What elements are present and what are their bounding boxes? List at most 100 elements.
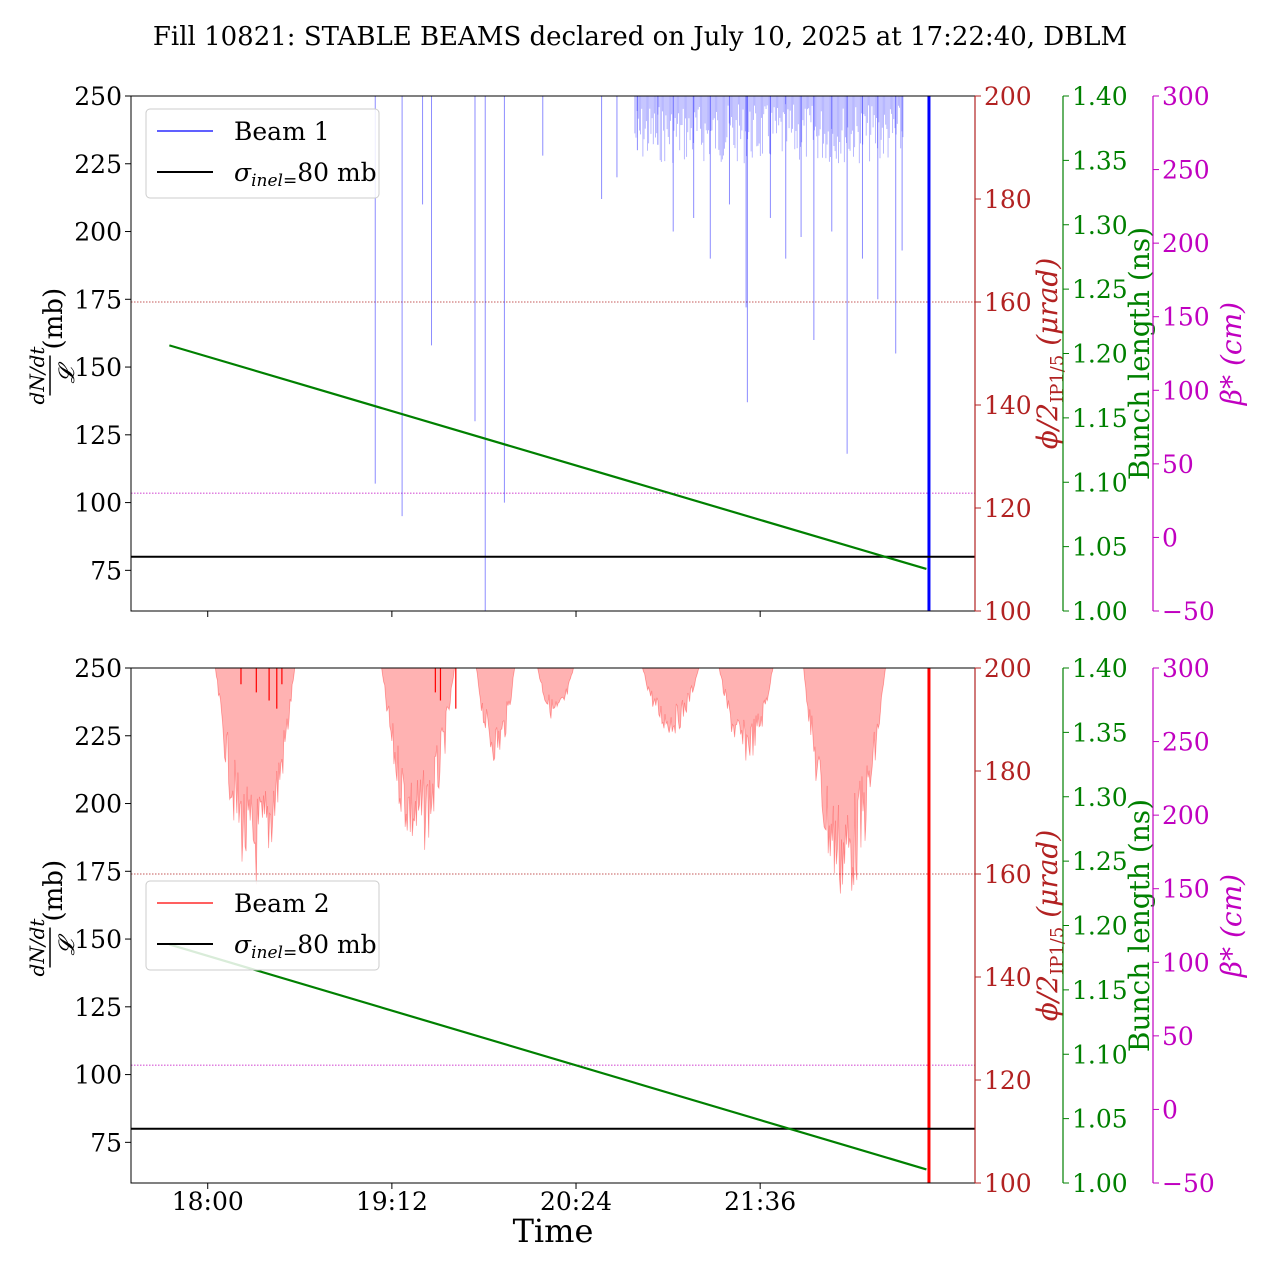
right-axis-tick-label: 1.40 (1072, 654, 1128, 683)
beam2-loss-band (381, 668, 455, 850)
right-axis-label-text: β* (cm) (1215, 874, 1248, 978)
plot-area (131, 96, 975, 611)
right-axis-tick-label: 1.00 (1072, 1169, 1128, 1198)
y-tick-label: 250 (74, 654, 122, 683)
right-axis-tick-label: 180 (984, 757, 1032, 786)
right-axis-tick-label: 180 (984, 185, 1032, 214)
right-axis-tick-label: 250 (1162, 728, 1210, 757)
legend-label-sigma: σinel=80 mb (234, 158, 377, 191)
right-axis-tick-label: 100 (1162, 376, 1210, 405)
right-axis-tick-label: 50 (1162, 1022, 1194, 1051)
beam2-loss-band (642, 668, 700, 734)
right-axis-tick-label: 1.20 (1072, 912, 1128, 941)
right-axis-tick-label: 100 (984, 597, 1032, 626)
right-axis-tick-label: −50 (1162, 1169, 1215, 1198)
y-label-unit: (mb) (39, 288, 69, 350)
y-axis-label: dN/dt 𝓛(mb) (25, 860, 80, 977)
right-axis-tick-label: 1.05 (1072, 533, 1128, 562)
right-axis-tick-label: 150 (1162, 303, 1210, 332)
right-axis-label-text: β* (cm) (1215, 302, 1248, 406)
right-axis-tick-label: 1.00 (1072, 597, 1128, 626)
right-axis-tick-label: 1.40 (1072, 82, 1128, 111)
x-axis-label: Time (513, 1212, 594, 1250)
right-axis-tick-label: 100 (1162, 948, 1210, 977)
figure-title: Fill 10821: STABLE BEAMS declared on Jul… (153, 22, 1127, 52)
right-axis-tick-label: 100 (984, 1169, 1032, 1198)
right-axis-tick-label: 200 (984, 654, 1032, 683)
y-label-numerator: dN/dt (25, 918, 49, 977)
y-tick-label: 250 (74, 82, 122, 111)
right-axis-tick-label: 1.20 (1072, 340, 1128, 369)
y-tick-label: 200 (74, 218, 122, 247)
y-tick-label: 125 (74, 421, 122, 450)
fit-line (169, 344, 927, 571)
beam2-loss-band (475, 668, 516, 761)
y-tick-label: 100 (74, 489, 122, 518)
x-tick-label: 18:00 (172, 1187, 244, 1216)
x-tick-label: 21:36 (724, 1187, 796, 1216)
y-label-numerator: dN/dt (25, 346, 49, 405)
right-axis-tick-label: 140 (984, 963, 1032, 992)
right-axis-tick-label: 160 (984, 860, 1032, 889)
right-axis-tick-label: 1.10 (1072, 1040, 1128, 1069)
y-tick-label: 150 (74, 353, 122, 382)
legend: Beam 1 σinel=80 mb (145, 108, 380, 199)
right-axis-tick-label: 50 (1162, 450, 1194, 479)
legend-label-beam: Beam 2 (234, 889, 330, 918)
beam2-loss-band (214, 668, 296, 885)
right-axis-tick-label: 250 (1162, 156, 1210, 185)
y-tick-label: 200 (74, 790, 122, 819)
right-axis-tick-label: 300 (1162, 82, 1210, 111)
right-axis-tick-label: 1.10 (1072, 468, 1128, 497)
right-axis-label: β* (cm) (1215, 874, 1248, 978)
right-axis-tick-label: 1.30 (1072, 783, 1128, 812)
legend-label-beam: Beam 1 (234, 117, 330, 146)
right-axis-tick-label: 0 (1162, 523, 1178, 552)
right-axis-tick-label: 1.25 (1072, 275, 1128, 304)
x-tick-label: 19:12 (356, 1187, 428, 1216)
right-axis-tick-label: 1.35 (1072, 146, 1128, 175)
right-axis-tick-label: 300 (1162, 654, 1210, 683)
right-axis-tick-label: 1.05 (1072, 1105, 1128, 1134)
right-axis-tick-label: 200 (1162, 801, 1210, 830)
y-tick-label: 225 (74, 150, 122, 179)
right-axis-tick-label: 1.15 (1072, 404, 1128, 433)
right-axis-label: β* (cm) (1215, 302, 1248, 406)
right-axis-tick-label: −50 (1162, 597, 1215, 626)
right-axis-tick-label: 200 (1162, 229, 1210, 258)
y-tick-label: 100 (74, 1061, 122, 1090)
right-axis-tick-label: 1.30 (1072, 211, 1128, 240)
right-axis-tick-label: 200 (984, 82, 1032, 111)
y-axis-label: dN/dt 𝓛(mb) (25, 288, 80, 405)
right-axis-tick-label: 0 (1162, 1095, 1178, 1124)
plot-area (131, 668, 975, 1183)
beam2-loss-band (718, 668, 774, 761)
beam2-loss-band (803, 668, 886, 894)
y-tick-label: 125 (74, 993, 122, 1022)
right-axis-tick-label: 120 (984, 1066, 1032, 1095)
y-tick-label: 225 (74, 722, 122, 751)
right-axis-tick-label: 1.15 (1072, 976, 1128, 1005)
right-axis-label-text: Bunch length (ns) (1123, 799, 1156, 1052)
x-tick-label: 20:24 (540, 1187, 612, 1216)
beam2-loss-band (537, 668, 574, 719)
right-axis-tick-label: 160 (984, 288, 1032, 317)
panel-bottom: 75 100 125 150 175 200 225 250 18:00 19:12 20:24 21… (25, 654, 1248, 1216)
right-axis-tick-label: 1.35 (1072, 718, 1128, 747)
y-tick-label: 175 (74, 285, 122, 314)
legend: Beam 2 σinel=80 mb (145, 880, 380, 971)
right-axis-label-text: Bunch length (ns) (1123, 227, 1156, 480)
legend-label-sigma: σinel=80 mb (234, 930, 377, 963)
right-axis-tick-label: 120 (984, 494, 1032, 523)
y-tick-label: 175 (74, 857, 122, 886)
y-tick-label: 75 (90, 1128, 122, 1157)
right-axis-tick-label: 150 (1162, 875, 1210, 904)
right-axis-tick-label: 1.25 (1072, 847, 1128, 876)
right-axis-label: Bunch length (ns) (1123, 227, 1156, 480)
y-label-unit: (mb) (39, 860, 69, 922)
panel-top: 75 100 125 150 175 200 225 250 dN/dt 𝓛(mb) 100 120 1… (25, 82, 1248, 626)
y-tick-label: 75 (90, 556, 122, 585)
fit-line (169, 943, 927, 1171)
